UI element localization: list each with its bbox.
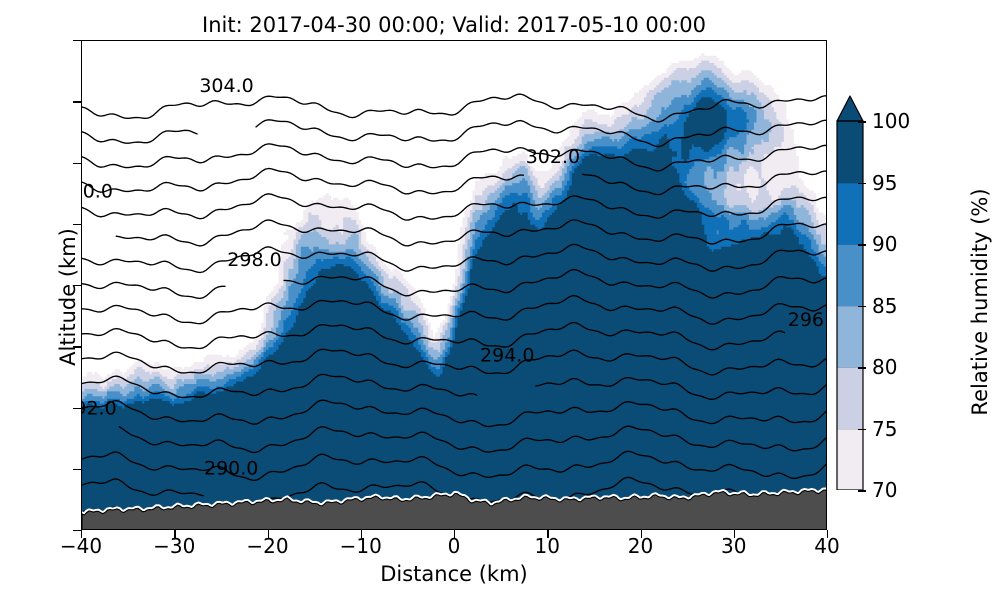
colorbar-tick-mark [858, 306, 866, 308]
contour-value-label: 304.0 [199, 75, 253, 97]
colorbar-label: Relative humidity (%) [968, 152, 992, 452]
figure-title: Init: 2017-04-30 00:00; Valid: 2017-05-1… [81, 12, 827, 38]
x-tick-mark [361, 530, 362, 538]
colorbar-extend-arrow [837, 96, 863, 121]
y-axis-label: Altitude (km) [56, 197, 80, 397]
colorbar-tick-mark [858, 244, 866, 246]
x-axis-label: Distance (km) [81, 562, 827, 586]
colorbar-band [837, 429, 863, 491]
colorbar-swatches [836, 95, 866, 490]
contour-value-label: 302.0 [526, 146, 580, 168]
x-tick-mark [547, 530, 548, 538]
contour-value-label: 290.0 [204, 457, 258, 479]
x-tick-mark [734, 530, 735, 538]
colorbar-band [837, 306, 863, 368]
x-tick-mark [641, 530, 642, 538]
colorbar-tick-label: 90 [872, 234, 897, 254]
colorbar-tick-mark [858, 429, 866, 431]
colorbar-band [837, 367, 863, 429]
y-tick-mark [73, 101, 81, 102]
contour-value-label: 300.0 [82, 180, 113, 202]
colorbar-tick-label: 100 [872, 111, 910, 131]
x-tick-mark [827, 530, 828, 538]
colorbar-tick-label: 75 [872, 419, 897, 439]
contour-value-label: 296.0 [788, 309, 827, 331]
x-tick-mark [81, 530, 82, 538]
colorbar-band [837, 121, 863, 183]
x-tick-mark [268, 530, 269, 538]
colorbar-tick-mark [858, 490, 866, 492]
y-tick-mark [73, 163, 81, 164]
y-tick-mark [73, 469, 81, 470]
y-tick-mark [73, 408, 81, 409]
x-tick-mark [174, 530, 175, 538]
colorbar-tick-mark [858, 121, 866, 123]
x-tick-label: 40 [767, 536, 887, 556]
colorbar[interactable] [836, 95, 866, 490]
y-tick-mark [73, 40, 81, 41]
colorbar-band [837, 244, 863, 306]
colorbar-tick-mark [858, 183, 866, 185]
contour-value-label: 292.0 [82, 397, 117, 419]
colorbar-tick-label: 70 [872, 480, 897, 500]
contour-value-label: 294.0 [480, 345, 534, 367]
colorbar-tick-mark [858, 367, 866, 369]
x-tick-mark [454, 530, 455, 538]
colorbar-band [837, 183, 863, 245]
contour-value-label: 298.0 [227, 249, 281, 271]
colorbar-tick-label: 80 [872, 357, 897, 377]
y-tick-mark [73, 530, 81, 531]
cross-section-render: 304.0 302.0 300.0 298.0 296.0 294.0 292.0 290.0 [82, 41, 827, 530]
colorbar-tick-label: 95 [872, 173, 897, 193]
colorbar-tick-label: 85 [872, 296, 897, 316]
plot-area: 304.0 302.0 300.0 298.0 296.0 294.0 292.0 290.0 [81, 40, 827, 530]
